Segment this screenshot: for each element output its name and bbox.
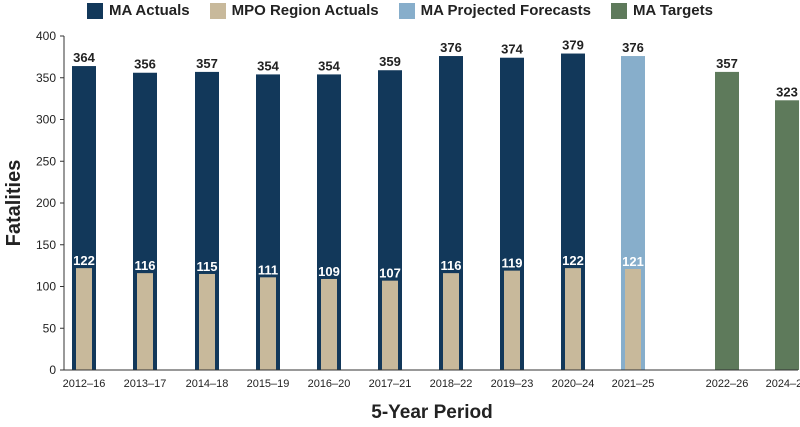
data-label: 356	[134, 57, 156, 72]
y-tick-label: 100	[36, 280, 56, 294]
y-tick-label: 0	[49, 363, 56, 377]
x-tick-label: 2013–17	[124, 378, 167, 390]
bar-mpo-region-actuals	[504, 270, 520, 370]
x-tick-label: 2017–21	[369, 378, 412, 390]
legend-item-ma-projected-forecasts: MA Projected Forecasts	[398, 2, 591, 19]
data-label: 116	[135, 258, 156, 273]
y-axis: 0 50 100 150 200 250 300 350 400	[36, 29, 65, 377]
data-label: 121	[622, 254, 644, 269]
data-label: 119	[502, 256, 523, 271]
data-label: 107	[379, 266, 401, 281]
x-tick-label: 2024–28	[766, 378, 800, 390]
x-tick-label: 2022–26	[706, 378, 749, 390]
legend-swatch-ma-projected-forecasts	[398, 2, 415, 19]
legend-item-ma-actuals: MA Actuals	[87, 2, 190, 19]
bar-mpo-region-actuals	[625, 268, 641, 370]
legend: MA Actuals MPO Region Actuals MA Project…	[0, 2, 800, 19]
y-tick-label: 300	[36, 113, 56, 127]
legend-swatch-ma-targets	[610, 2, 627, 19]
x-tick-label: 2019–23	[491, 378, 534, 390]
bar-mpo-region-actuals	[260, 277, 276, 370]
bar-ma-targets	[715, 71, 739, 370]
data-label: 122	[562, 253, 584, 268]
y-tick-label: 50	[43, 321, 57, 335]
x-tick-label: 2012–16	[63, 378, 106, 390]
x-axis: 2012–16 2013–17 2014–18 2015–19 2016–20 2017–…	[63, 369, 800, 390]
data-label: 376	[440, 40, 462, 55]
data-label: 374	[501, 42, 523, 57]
x-tick-label: 2015–19	[247, 378, 290, 390]
y-tick-label: 150	[36, 238, 56, 252]
legend-item-mpo-region-actuals: MPO Region Actuals	[209, 2, 379, 19]
data-label: 122	[73, 253, 95, 268]
data-label: 323	[776, 84, 798, 99]
bar-mpo-region-actuals	[199, 273, 215, 370]
bar-ma-targets	[775, 100, 799, 371]
bar-mpo-region-actuals	[321, 278, 337, 370]
bars: 364 122 356 116 357 115 354 111 354 109 359 107 376 1…	[72, 38, 799, 371]
legend-label: MA Projected Forecasts	[420, 2, 591, 19]
x-axis-title: 5-Year Period	[371, 402, 492, 423]
bar-mpo-region-actuals	[565, 268, 581, 370]
data-label: 364	[73, 50, 95, 65]
bar-mpo-region-actuals	[137, 273, 153, 370]
x-tick-label: 2016–20	[308, 378, 351, 390]
data-label: 354	[257, 58, 279, 73]
data-label: 379	[562, 38, 584, 53]
legend-swatch-ma-actuals	[87, 2, 104, 19]
data-label: 115	[197, 259, 218, 274]
legend-label: MA Actuals	[109, 2, 190, 19]
legend-swatch-mpo-region-actuals	[209, 2, 226, 19]
y-tick-label: 200	[36, 196, 56, 210]
data-label: 357	[716, 56, 738, 71]
bar-mpo-region-actuals	[382, 280, 398, 370]
bar-mpo-region-actuals	[76, 268, 92, 370]
legend-label: MA Targets	[632, 2, 713, 19]
legend-item-ma-targets: MA Targets	[610, 2, 713, 19]
x-tick-label: 2018–22	[430, 378, 473, 390]
data-label: 109	[318, 264, 340, 279]
data-label: 359	[379, 54, 401, 69]
y-tick-label: 400	[36, 29, 56, 43]
data-label: 354	[318, 58, 340, 73]
data-label: 111	[258, 262, 278, 277]
data-label: 116	[441, 258, 462, 273]
data-label: 357	[196, 56, 218, 71]
data-label: 376	[622, 40, 644, 55]
x-tick-label: 2021–25	[612, 378, 655, 390]
y-tick-label: 250	[36, 154, 56, 168]
x-tick-label: 2020–24	[552, 378, 595, 390]
legend-label: MPO Region Actuals	[231, 2, 379, 19]
y-axis-title: Fatalities	[3, 160, 25, 247]
bar-mpo-region-actuals	[443, 273, 459, 370]
x-tick-label: 2014–18	[186, 378, 229, 390]
y-tick-label: 350	[36, 71, 56, 85]
